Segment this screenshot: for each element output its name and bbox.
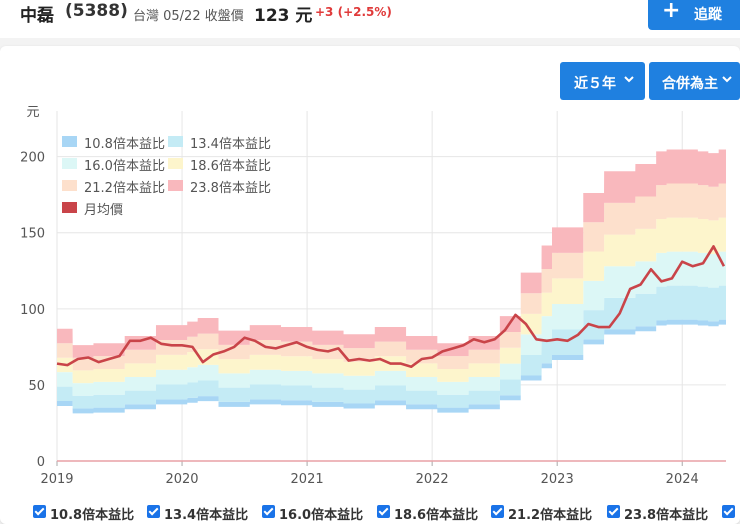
y-tick-label: 0 (37, 455, 45, 470)
stock-name: 中磊 (20, 6, 54, 26)
x-tick-label: 2023 (541, 472, 574, 487)
band-23-8-pe (57, 149, 726, 358)
closing-price: 123 元 (254, 6, 313, 26)
legend-label: 13.4倍本益比 (190, 137, 271, 152)
y-tick-label: 150 (20, 227, 45, 242)
legend-label: 23.8倍本益比 (190, 181, 271, 196)
period-dropdown[interactable]: 近５年 (560, 62, 645, 100)
checkbox-checked-icon[interactable] (262, 505, 275, 518)
checkbox-checked-icon[interactable] (33, 505, 46, 518)
series-toggle-label: 18.6倍本益比 (394, 508, 479, 523)
chevron-down-icon (722, 72, 732, 90)
band-18-6-pe (57, 217, 726, 384)
series-toggle-label: 13.4倍本益比 (164, 508, 249, 523)
legend-label: 18.6倍本益比 (190, 159, 271, 174)
legend-label: 月均價 (84, 203, 124, 218)
basis-dropdown[interactable]: 合併為主 (649, 62, 740, 100)
x-tick-label: 2022 (416, 472, 449, 487)
checkbox-checked-icon[interactable] (722, 505, 735, 518)
x-tick-label: 2020 (165, 472, 198, 487)
track-button-label: 追蹤 (694, 7, 722, 23)
plus-icon: + (662, 0, 681, 23)
legend-label: 21.2倍本益比 (84, 181, 165, 196)
series-toggle-label: 16.0倍本益比 (279, 508, 364, 523)
y-unit-label: 元 (26, 105, 39, 120)
stock-code: (5388) (65, 1, 128, 21)
chart-legend: 10.8倍本益比 13.4倍本益比 16.0倍本益比 18.6倍本益比 21.2倍本益比… (62, 132, 272, 222)
legend-swatch (62, 136, 77, 147)
checkbox-checked-icon[interactable] (377, 505, 390, 518)
legend-swatch (168, 158, 183, 169)
pe-band-chart: 0 50 100 150 200 元 2019 2020 2021 2022 2023 2024 (20, 105, 726, 487)
y-tick-label: 200 (20, 151, 45, 166)
x-tick-label: 2019 (40, 472, 73, 487)
series-toggle-label: 21.2倍本益比 (508, 508, 593, 523)
chevron-down-icon (624, 72, 634, 90)
y-tick-label: 50 (28, 379, 45, 394)
checkbox-checked-icon[interactable] (491, 505, 504, 518)
series-toggle-label: 23.8倍本益比 (624, 508, 709, 523)
legend-swatch (168, 180, 183, 191)
y-tick-label: 100 (20, 303, 45, 318)
legend-swatch (62, 180, 77, 191)
x-tick-label: 2021 (291, 472, 324, 487)
header: 中磊 (5388) 台灣 05/22 收盤價 123 元 +3 (+2.5%) (0, 0, 740, 38)
band-16-0-pe (57, 251, 726, 396)
legend-label: 10.8倍本益比 (84, 137, 165, 152)
period-dropdown-label: 近５年 (574, 76, 616, 92)
legend-swatch (62, 202, 77, 213)
monthly-price-line (56, 245, 726, 368)
checkbox-checked-icon[interactable] (147, 505, 160, 518)
legend-label: 16.0倍本益比 (84, 159, 165, 174)
basis-dropdown-label: 合併為主 (662, 76, 718, 92)
band-13-4-pe (57, 285, 726, 409)
legend-swatch (62, 158, 77, 169)
series-toggle-label: 10.8倍本益比 (50, 508, 135, 523)
series-toggles: 10.8倍本益比 13.4倍本益比 16.0倍本益比 18.6倍本益比 21.2倍本益比… (0, 502, 740, 524)
x-tick-label: 2024 (666, 472, 699, 487)
band-21-2-pe (57, 183, 726, 371)
legend-swatch (168, 136, 183, 147)
price-meta: 台灣 05/22 收盤價 (133, 9, 244, 24)
chart-card: 近５年 合併為主 0 50 100 150 200 元 2019 2020 2021 2022 20… (0, 46, 740, 524)
price-change: +3 (+2.5%) (315, 5, 392, 19)
track-button[interactable]: + 追蹤 (648, 0, 740, 30)
checkbox-checked-icon[interactable] (607, 505, 620, 518)
